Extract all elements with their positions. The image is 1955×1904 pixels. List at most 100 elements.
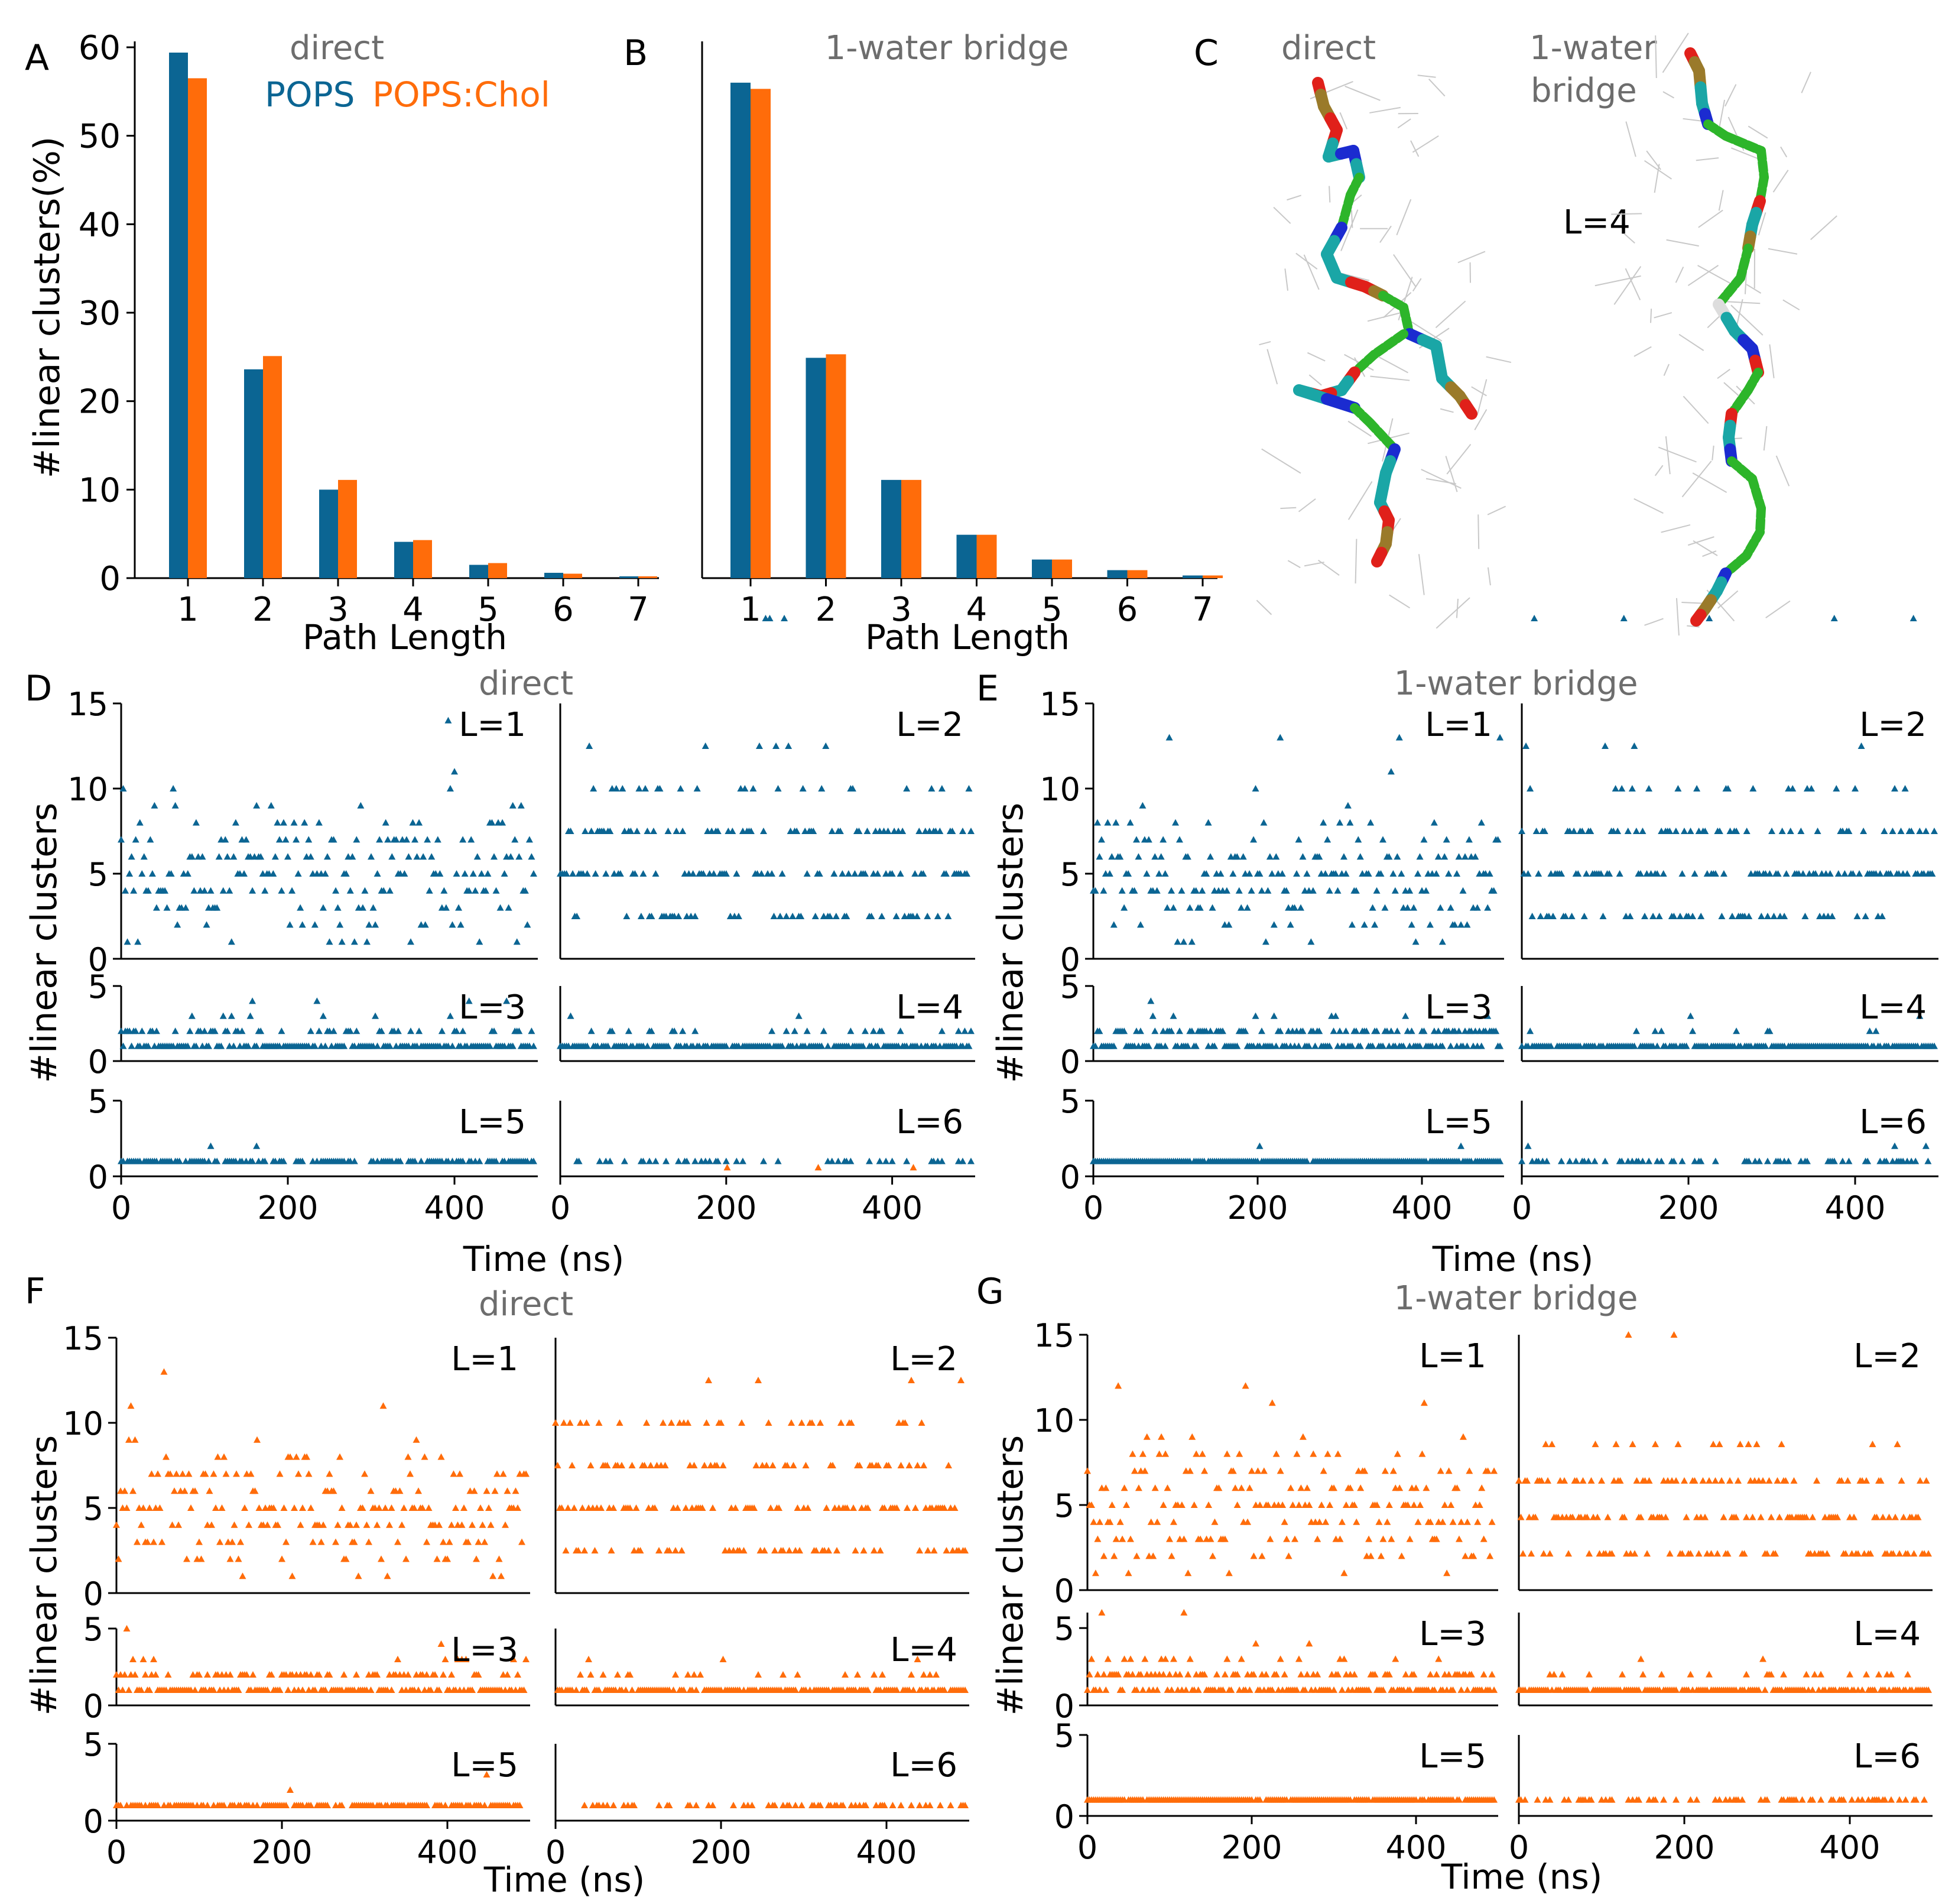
data-point [138, 1521, 145, 1528]
data-point [1096, 1686, 1103, 1693]
data-point [1733, 828, 1740, 834]
y-tick-label: 10 [63, 1405, 103, 1442]
data-point [1633, 1477, 1641, 1484]
panel-letter-b: B [623, 33, 648, 74]
data-point [1645, 1157, 1653, 1165]
data-point [280, 1157, 287, 1165]
data-point [1736, 1441, 1744, 1448]
data-point [1186, 1655, 1194, 1662]
data-point [798, 1419, 806, 1426]
data-point [384, 1572, 391, 1579]
x-tick-label: 0 [545, 1834, 566, 1871]
data-point [859, 1042, 867, 1049]
data-point [928, 785, 936, 792]
data-point [1480, 1535, 1488, 1542]
panel-letter-e: E [976, 668, 999, 709]
legend-pops: POPS [265, 74, 355, 115]
data-point [1716, 828, 1723, 834]
data-point [1115, 1671, 1122, 1678]
data-point [596, 1157, 603, 1165]
data-point [488, 819, 496, 826]
data-point [1826, 870, 1834, 877]
data-point [350, 1538, 358, 1545]
data-point [1862, 913, 1869, 919]
data-point [628, 1686, 636, 1693]
data-point [1420, 1027, 1428, 1034]
data-point [121, 1671, 128, 1678]
data-point [152, 904, 160, 911]
data-point [621, 1157, 628, 1165]
data-point [865, 1157, 873, 1165]
data-point [834, 1157, 842, 1165]
data-point [1749, 785, 1757, 792]
data-point [1660, 870, 1667, 877]
data-point [1268, 870, 1276, 877]
data-point [1778, 1441, 1785, 1448]
data-point [1225, 1569, 1233, 1577]
data-point [1597, 870, 1605, 877]
data-point [369, 904, 377, 911]
data-point [1137, 1671, 1145, 1678]
panel-c-title-bridge-line2: bridge [1531, 72, 1637, 110]
data-point [530, 870, 537, 877]
lipid-line [1654, 164, 1660, 193]
data-point [374, 1671, 381, 1678]
panel-b-xlabel: Path Length [865, 617, 1070, 657]
data-point [1484, 1467, 1492, 1474]
x-tick-label: 2 [816, 591, 837, 629]
data-point [790, 1462, 797, 1468]
data-point [1496, 1042, 1504, 1049]
data-point [1233, 1042, 1241, 1049]
data-point [428, 853, 436, 860]
data-point [1110, 1042, 1118, 1049]
data-point [1092, 1569, 1099, 1577]
data-point [1164, 1484, 1171, 1491]
data-point [150, 1538, 157, 1545]
lipid-line [1772, 170, 1789, 193]
data-point [1281, 1671, 1288, 1678]
data-point [1670, 1157, 1678, 1165]
data-point [509, 1042, 517, 1049]
data-point [380, 887, 388, 894]
data-point [1459, 887, 1467, 894]
data-point [512, 1487, 519, 1494]
data-point [423, 1538, 430, 1545]
data-point [1701, 828, 1709, 834]
data-point [460, 1504, 467, 1511]
data-point [1543, 1157, 1551, 1165]
data-point [1192, 887, 1200, 894]
data-point [128, 853, 135, 860]
data-point [407, 1027, 414, 1034]
data-point [453, 1027, 460, 1034]
data-point [274, 819, 281, 826]
bar-pops-2 [244, 369, 263, 578]
x-tick-label: 0 [1512, 1189, 1532, 1227]
data-point [229, 1538, 236, 1545]
data-point [1901, 785, 1909, 792]
data-point [583, 1042, 591, 1049]
data-point [239, 1572, 246, 1579]
y-tick-label: 0 [88, 941, 108, 978]
data-point [1295, 1501, 1303, 1508]
data-point [181, 1487, 189, 1494]
data-point [965, 785, 973, 792]
data-point [282, 836, 290, 843]
data-point [125, 1686, 132, 1693]
data-point [626, 1504, 634, 1511]
data-point [1695, 1550, 1703, 1557]
data-point [249, 887, 256, 894]
subplot-l5: 05L=50 200 400 [83, 1726, 530, 1871]
data-point [920, 1462, 927, 1468]
subplot-l6: L=60 200 400 [550, 1101, 975, 1227]
data-point [1434, 1027, 1442, 1034]
subplot-label: L=4 [896, 988, 963, 1027]
panel-e-ylabel: #linear clusters [990, 803, 1031, 1083]
data-point [862, 1802, 869, 1808]
data-point [758, 870, 765, 877]
data-point [614, 1671, 621, 1678]
data-point [223, 1027, 231, 1034]
data-point [671, 1027, 678, 1034]
subplot-label: L=4 [890, 1631, 957, 1669]
data-point [1453, 1484, 1461, 1491]
